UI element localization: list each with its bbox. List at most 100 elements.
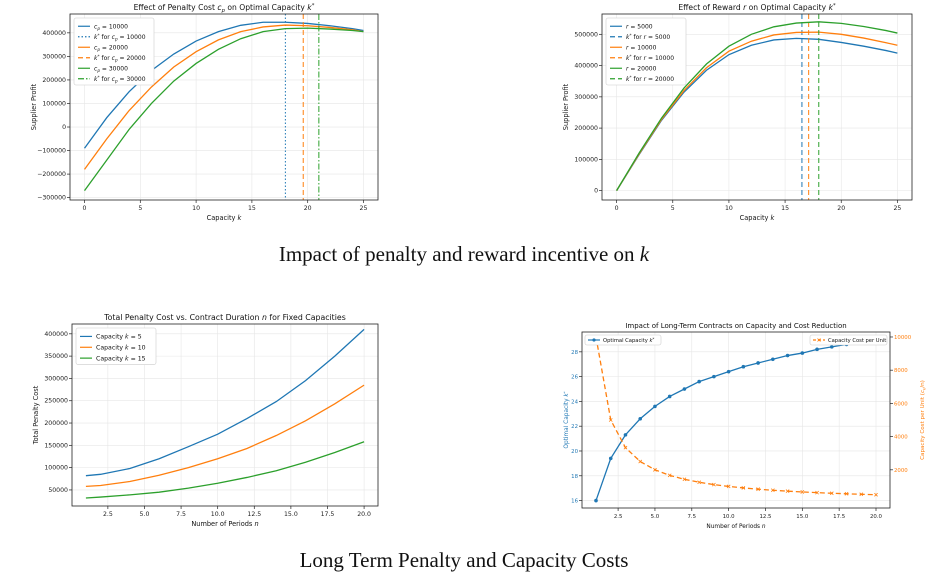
legend-sub: p: [96, 68, 100, 73]
x-tick-label: 20.0: [870, 514, 883, 520]
plot-area: [85, 328, 365, 499]
x-tick-label: 5.0: [140, 511, 150, 518]
x-tick-label: 10.0: [211, 511, 225, 518]
legend-text: = 10000: [118, 34, 146, 41]
y-tick-label: 300000: [44, 375, 68, 382]
series-point: [785, 353, 790, 358]
legend-text: = 5: [129, 334, 142, 341]
legend-label: k* for cp = 30000: [94, 75, 146, 84]
title-var: n: [262, 313, 267, 322]
legend-var: k: [94, 55, 98, 62]
plot-frame: [71, 323, 379, 507]
longterm-chart-panel: 2.5 5.0 7.5 10.0 12.5 15.0 17.5 20.0 16 18 20 22 24 2…: [562, 314, 928, 536]
legend-label: r = 20000: [626, 65, 657, 72]
legend-sup: *: [97, 33, 99, 38]
x-tick-label: 12.5: [759, 514, 771, 520]
title-text: on Optimal Capacity: [225, 3, 307, 12]
x-tick-label: 20.0: [357, 511, 371, 518]
legend-label: r = 5000: [626, 23, 653, 30]
series-point: [770, 488, 775, 493]
x-tick-label: 15: [248, 205, 256, 212]
legend-label: Capacity k = 10: [96, 344, 146, 351]
y-tick-label: 400000: [44, 331, 68, 338]
y2-label-text: /n): [920, 380, 926, 388]
series-point: [874, 492, 878, 497]
legend-var: k: [626, 76, 630, 83]
legend-var: c: [94, 65, 98, 72]
series-line-2: [85, 441, 365, 499]
title-text: for Fixed Capacities: [267, 313, 346, 322]
x-tick-label: 15.0: [796, 514, 809, 520]
legend-var: c: [94, 44, 98, 51]
series-line-4: [83, 27, 364, 191]
y-tick-label: −200000: [37, 171, 66, 178]
title-text: Impact of Long-Term Contracts on Capacit…: [625, 322, 846, 330]
y2-tick-label: 8000: [894, 368, 908, 374]
legend-text: for: [632, 55, 644, 62]
x-tick-label: 17.5: [321, 511, 335, 518]
y2-label-var: c: [920, 390, 926, 393]
series-point: [623, 433, 628, 437]
legend-var: k: [626, 55, 630, 62]
title-text: Effect of Penalty Cost: [134, 3, 218, 12]
legend-label: k* for r = 10000: [626, 54, 674, 62]
legend-text: = 20000: [118, 55, 146, 62]
y-axis-label: Optimal Capacity k*: [562, 391, 570, 448]
legend-label: r = 10000: [626, 44, 657, 51]
y2-label-text: Capacity Cost per Unit (: [920, 393, 926, 460]
y-tick-label: 200000: [44, 420, 68, 427]
title-var: r: [743, 3, 747, 12]
legend-box: [605, 17, 687, 86]
y-tick-label: 0: [62, 124, 66, 131]
x-label-var: k: [238, 214, 243, 222]
legend-text: for: [100, 55, 112, 62]
x-tick-label: 7.5: [176, 511, 186, 518]
legend-marker: [592, 338, 596, 342]
x-tick-label: 0: [83, 205, 87, 212]
y-tick-label: 400000: [574, 63, 598, 70]
chart-title: Impact of Long-Term Contracts on Capacit…: [625, 322, 846, 330]
duration-chart: 2.5 5.0 7.5 10.0 12.5 15.0 17.5 20.0 50000 100000…: [32, 313, 379, 528]
legend-sub: p: [96, 47, 100, 52]
plot-frame: [581, 331, 891, 509]
title-text: Total Penalty Cost vs. Contract Duration: [103, 313, 262, 322]
y-tick-label: 150000: [44, 442, 68, 449]
top-caption-var: k: [639, 242, 650, 266]
bottom-caption-text: Long Term Penalty and Capacity Costs: [299, 548, 629, 572]
legend-text: = 10000: [628, 44, 656, 51]
chart-title: Effect of Penalty Cost cp on Optimal Cap…: [134, 3, 315, 14]
x-tick-label: 25: [893, 205, 901, 212]
y-tick-label: 28: [571, 350, 578, 356]
legend-text: for: [100, 34, 112, 41]
y-label-var: k: [564, 393, 570, 397]
legend-sup: *: [653, 337, 655, 341]
title-sub: p: [221, 8, 226, 14]
legend-var: k: [626, 34, 630, 41]
y-tick-label: 100000: [42, 100, 66, 107]
legend-box: [809, 334, 888, 346]
legend-text: = 10000: [100, 23, 128, 30]
legend-var: r: [626, 65, 629, 72]
y-tick-label: 400000: [42, 30, 66, 37]
legend-sub: p: [114, 78, 118, 83]
legend-text: = 5000: [628, 23, 652, 30]
y-tick-label: 18: [571, 474, 578, 480]
title-sup: *: [833, 3, 836, 9]
legend-var: r: [644, 34, 647, 41]
x-tick-label: 0: [615, 205, 619, 212]
y-tick-label: 50000: [48, 487, 68, 494]
y-axis-label: Total Penalty Cost: [32, 385, 40, 445]
legend-sup: *: [629, 75, 631, 80]
x-axis-label: Capacity k: [740, 214, 776, 222]
series-point: [829, 491, 834, 496]
y-tick-label: 250000: [44, 398, 68, 405]
y-tick-label: 20: [571, 449, 578, 455]
y2-axis-label: Capacity Cost per Unit (ck/n): [920, 380, 927, 460]
series-point: [741, 364, 746, 369]
series-line-0: [85, 328, 365, 477]
reward-chart: 0 5 10 15 20 25 0 100000 200000 300000 400000 50000…: [562, 3, 913, 222]
plot-area: [616, 14, 898, 200]
series-point: [800, 490, 805, 494]
x-label-text: Number of Periods: [191, 520, 254, 528]
